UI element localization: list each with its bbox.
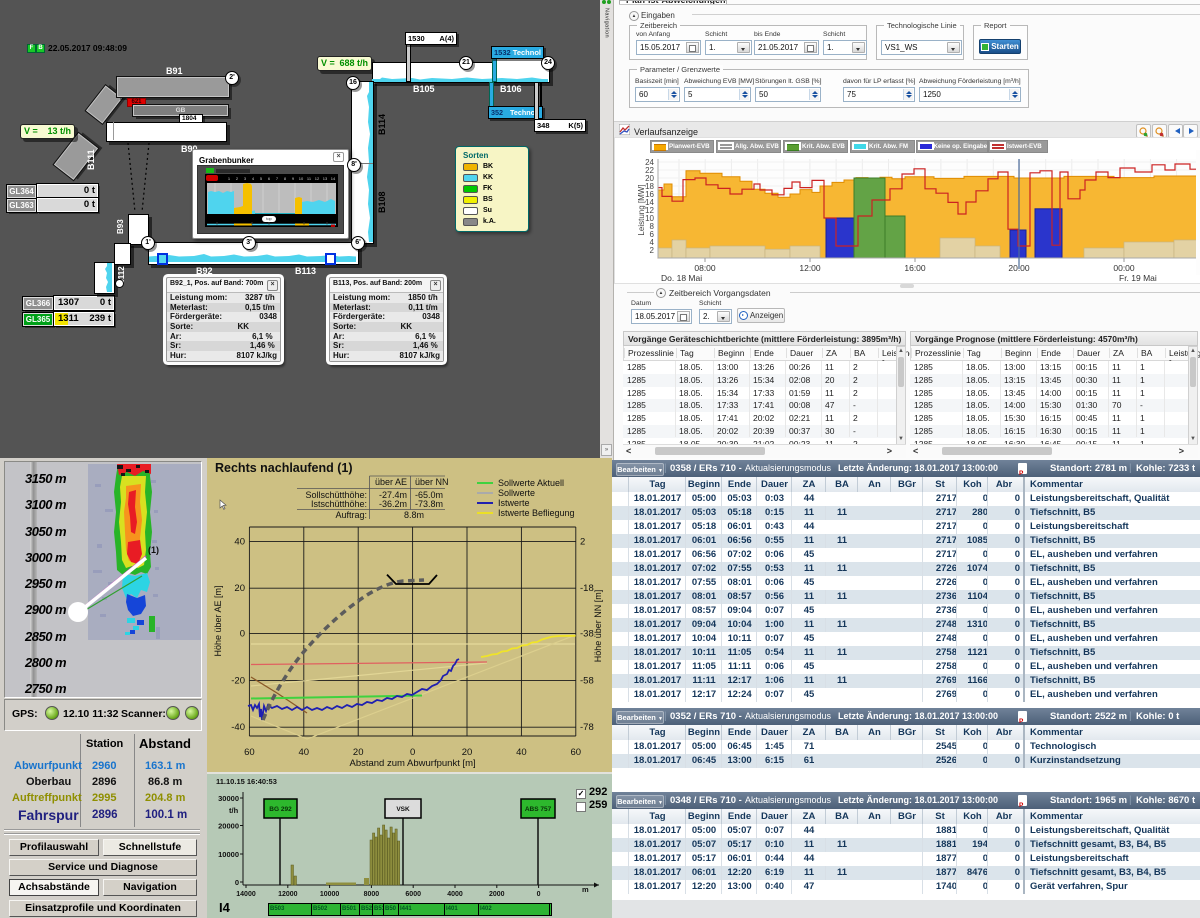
svg-text:m: m [582,885,589,894]
svg-text:-65.0m: -65.0m [415,490,443,500]
svg-text:12:00: 12:00 [799,263,821,273]
svg-text:Auftrag:: Auftrag: [335,510,367,520]
svg-text:0: 0 [235,878,239,887]
svg-text:Sollwerte Aktuell: Sollwerte Aktuell [498,478,564,488]
svg-text:Sollwerte: Sollwerte [498,488,535,498]
svg-text:Istschütthöhe:: Istschütthöhe: [311,499,367,509]
svg-text:-27.4m: -27.4m [379,490,407,500]
svg-text:13: 13 [323,176,328,181]
svg-text:40: 40 [516,747,527,758]
svg-text:Do. 18 Mai: Do. 18 Mai [661,273,702,282]
svg-text:VSK: VSK [396,806,410,813]
svg-text:14000: 14000 [236,891,256,898]
svg-text:16: 16 [645,190,654,199]
svg-text:Fr. 19 Mai: Fr. 19 Mai [1119,273,1157,282]
svg-text:10: 10 [645,214,654,223]
svg-text:4: 4 [650,238,655,247]
svg-text:2: 2 [580,536,585,547]
svg-text:BG 292: BG 292 [269,806,292,813]
svg-text:20: 20 [645,174,654,183]
svg-text:4: 4 [252,176,255,181]
svg-text:10000: 10000 [320,891,340,898]
svg-text:-58: -58 [580,675,594,686]
svg-text:-73.8m: -73.8m [415,499,443,509]
svg-text:22: 22 [645,166,654,175]
svg-text:8000: 8000 [364,891,380,898]
svg-text:6: 6 [650,230,655,239]
svg-text:ABS 757: ABS 757 [525,806,552,813]
svg-text:über NN: über NN [415,477,449,487]
svg-text:14: 14 [645,198,654,207]
svg-text:20: 20 [462,747,473,758]
svg-text:Leistung [MW]: Leistung [MW] [637,184,646,235]
svg-text:-40: -40 [231,722,245,733]
svg-text:16:00: 16:00 [904,263,926,273]
svg-text:2: 2 [650,246,655,255]
svg-text:18: 18 [645,182,654,191]
svg-text:8: 8 [650,222,655,231]
svg-text:10: 10 [299,176,304,181]
svg-text:0: 0 [537,891,541,898]
svg-text:0: 0 [410,747,415,758]
svg-text:6: 6 [268,176,271,181]
svg-text:12: 12 [315,176,320,181]
svg-text:7: 7 [276,176,279,181]
svg-text:1: 1 [228,176,231,181]
svg-text:-20: -20 [231,675,245,686]
svg-text:14: 14 [331,176,336,181]
svg-text:-36.2m: -36.2m [379,499,407,509]
svg-text:über AE: über AE [375,477,407,487]
svg-text:-78: -78 [580,722,594,733]
svg-text:Abstand zum Abwurfpunkt [m]: Abstand zum Abwurfpunkt [m] [349,758,475,769]
svg-text:6000: 6000 [405,891,421,898]
svg-text:Sollschütthöhe:: Sollschütthöhe: [305,490,367,500]
svg-text:30000: 30000 [218,794,239,803]
svg-text:-18: -18 [580,583,594,594]
svg-text:2000: 2000 [489,891,505,898]
svg-text:9: 9 [292,176,295,181]
svg-text:8.8m: 8.8m [404,510,424,520]
svg-text:Istwerte Befliegung: Istwerte Befliegung [498,508,575,518]
svg-text:(1): (1) [148,545,159,555]
svg-text:20: 20 [353,747,364,758]
svg-text:40: 40 [299,747,310,758]
svg-text:24: 24 [645,158,654,167]
svg-text:2: 2 [236,176,239,181]
svg-text:Höhe über AE [m]: Höhe über AE [m] [213,585,223,656]
svg-text:11: 11 [307,176,312,181]
svg-text:12: 12 [645,206,654,215]
svg-text:12000: 12000 [278,891,298,898]
svg-text:-38: -38 [580,629,594,640]
svg-text:08:00: 08:00 [694,263,716,273]
svg-text:Istwerte: Istwerte [498,498,530,508]
svg-text:4000: 4000 [447,891,463,898]
svg-text:20000: 20000 [218,822,239,831]
svg-text:5: 5 [260,176,263,181]
svg-text:10000: 10000 [218,850,239,859]
svg-text:40: 40 [234,536,245,547]
svg-text:60: 60 [244,747,255,758]
svg-text:8: 8 [284,176,287,181]
svg-text:Höhe über NN [m]: Höhe über NN [m] [593,590,603,663]
svg-text:20: 20 [234,583,245,594]
svg-text:0: 0 [240,629,245,640]
svg-text:60: 60 [571,747,582,758]
svg-text:3: 3 [244,176,247,181]
svg-text:t/h: t/h [229,806,239,815]
svg-text:00:00: 00:00 [1113,263,1135,273]
